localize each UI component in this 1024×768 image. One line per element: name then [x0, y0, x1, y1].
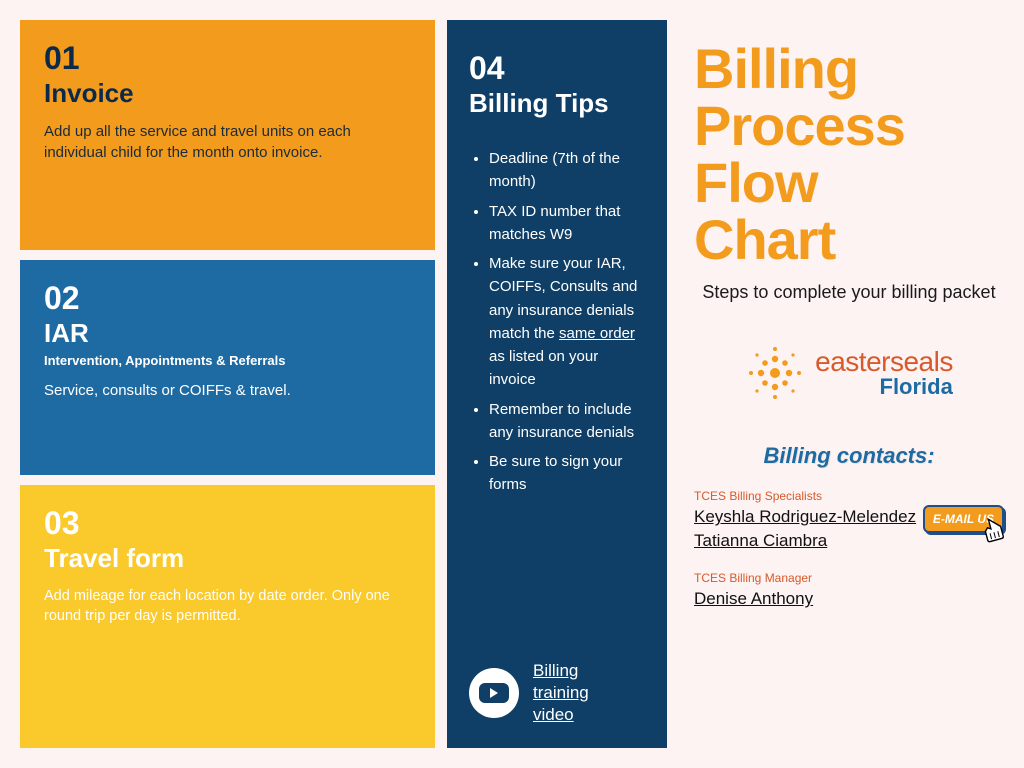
tip-underline: same order: [559, 325, 635, 342]
role-manager: TCES Billing Manager: [694, 571, 1004, 585]
logo-name: easterseals: [815, 346, 953, 377]
contacts-heading: Billing contacts:: [694, 443, 1004, 469]
tip-item: Deadline (7th of the month): [489, 147, 645, 194]
step-4-card: 04 Billing Tips Deadline (7th of the mon…: [447, 20, 667, 748]
contact-denise[interactable]: Denise Anthony: [694, 589, 1004, 609]
step-2-number: 02: [44, 282, 411, 314]
play-icon: [469, 668, 519, 718]
step-1-body: Add up all the service and travel units …: [44, 121, 411, 163]
step-4-title: Billing Tips: [469, 88, 645, 119]
main-subtitle: Steps to complete your billing packet: [694, 282, 1004, 303]
email-us-button[interactable]: E-MAIL US: [923, 505, 1004, 533]
middle-column: 04 Billing Tips Deadline (7th of the mon…: [447, 20, 667, 748]
video-link-row[interactable]: Billing training video: [469, 640, 645, 726]
main-title: Billing Process Flow Chart: [694, 40, 1004, 268]
contact-tatianna[interactable]: Tatianna Ciambra: [694, 531, 1004, 551]
title-line: Billing: [694, 37, 858, 100]
step-2-title: IAR: [44, 318, 411, 349]
step-4-number: 04: [469, 52, 645, 84]
title-line: Chart: [694, 208, 835, 271]
tip-text: as listed on your invoice: [489, 348, 598, 388]
step-1-number: 01: [44, 42, 411, 74]
step-3-card: 03 Travel form Add mileage for each loca…: [20, 485, 435, 748]
title-line: Flow: [694, 151, 818, 214]
video-link-label: Billing training video: [533, 660, 589, 726]
logo-dots-icon: [745, 343, 805, 403]
step-1-card: 01 Invoice Add up all the service and tr…: [20, 20, 435, 250]
step-2-card: 02 IAR Intervention, Appointments & Refe…: [20, 260, 435, 475]
step-2-body: Service, consults or COIFFs & travel.: [44, 380, 411, 401]
tip-item: TAX ID number that matches W9: [489, 200, 645, 247]
step-2-subtitle: Intervention, Appointments & Referrals: [44, 353, 411, 368]
step-3-title: Travel form: [44, 543, 411, 574]
logo-region: Florida: [815, 376, 953, 398]
left-column: 01 Invoice Add up all the service and tr…: [20, 20, 435, 748]
step-1-title: Invoice: [44, 78, 411, 109]
tip-item: Make sure your IAR, COIFFs, Consults and…: [489, 252, 645, 392]
tip-item: Remember to include any insurance denial…: [489, 398, 645, 445]
right-column: Billing Process Flow Chart Steps to comp…: [679, 20, 1004, 748]
tip-item: Be sure to sign your forms: [489, 450, 645, 497]
role-specialists: TCES Billing Specialists: [694, 489, 1004, 503]
step-3-number: 03: [44, 507, 411, 539]
billing-tips-list: Deadline (7th of the month) TAX ID numbe…: [469, 147, 645, 503]
title-line: Process: [694, 94, 905, 157]
easterseals-logo: easterseals Florida: [694, 343, 1004, 403]
step-3-body: Add mileage for each location by date or…: [44, 586, 411, 627]
